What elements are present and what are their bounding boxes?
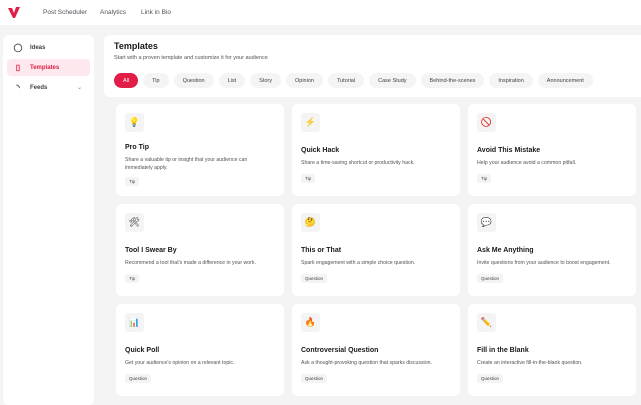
nav-link-in-bio[interactable]: Link in Bio [141,9,171,16]
template-icon: 🚫 [477,113,496,132]
template-tag: Question [477,274,504,283]
template-tag: Tip [477,174,492,183]
template-title: This or That [301,247,342,254]
sidebar-item-templates[interactable]: ▯ Templates [7,59,90,76]
page-subtitle: Start with a proven template and customi… [114,55,268,61]
template-icon: ✏️ [477,313,496,332]
template-tag: Tip [125,177,140,186]
sidebar-item-label: Feeds [30,84,48,91]
template-title: Ask Me Anything [477,247,534,254]
template-description: Get your audience's opinion on a relevan… [125,360,235,366]
template-icon: 📊 [125,313,144,332]
template-icon: 💡 [125,113,144,132]
template-description: Invite questions from your audience to b… [477,260,611,266]
logo-icon[interactable] [8,7,20,18]
template-icon: 🛠 [125,213,144,232]
template-description: Recommend a tool that's made a differenc… [125,260,256,266]
template-icon: 🔥 [301,313,320,332]
template-card[interactable]: 🛠 Tool I Swear By Recommend a tool that'… [116,204,284,296]
template-card[interactable]: ⚡ Quick Hack Share a time-saving shortcu… [292,104,460,196]
page-title: Templates [114,41,158,51]
template-tag: Question [301,374,328,383]
rss-icon: ◝ [16,83,20,92]
template-card[interactable]: 🚫 Avoid This Mistake Help your audience … [468,104,636,196]
filter-chip-list[interactable]: List [218,73,246,88]
templates-header: Templates Start with a proven template a… [104,35,641,97]
template-icon: 💬 [477,213,496,232]
template-tag: Question [477,374,504,383]
filter-chip-announcement[interactable]: Announcement [537,73,593,88]
filter-chips: All Tip Question List Story Opinion Tutorial Ca… [114,73,593,88]
template-description: Share a time-saving shortcut or producti… [301,160,415,166]
sidebar: ◯ Ideas ▯ Templates ◝ Feeds ⌄ [3,35,94,405]
template-tag: Tip [125,274,140,283]
filter-chip-case-study[interactable]: Case Study [369,73,416,88]
filter-chip-behind-the-scenes[interactable]: Behind-the-scenes [420,73,485,88]
sidebar-item-ideas[interactable]: ◯ Ideas [7,39,90,56]
template-description: Share a valuable tip or insight that you… [125,157,248,171]
template-description: Create an interactive fill-in-the-blank … [477,360,583,366]
template-description: Spark engagement with a simple choice qu… [301,260,416,266]
template-title: Quick Poll [125,347,160,354]
filter-chip-opinion[interactable]: Opinion [285,73,323,88]
template-icon: 🤔 [301,213,320,232]
filter-chip-question[interactable]: Question [173,73,214,88]
sidebar-item-label: Templates [30,64,60,71]
nav-analytics[interactable]: Analytics [100,9,127,16]
template-card[interactable]: 🔥 Controversial Question Ask a thought-p… [292,304,460,396]
template-description: Help your audience avoid a common pitfal… [477,160,577,166]
lightbulb-icon: ◯ [13,43,23,52]
sidebar-item-feeds[interactable]: ◝ Feeds ⌄ [7,79,90,96]
nav-post-scheduler[interactable]: Post Scheduler [43,9,88,16]
template-title: Fill in the Blank [477,347,529,354]
filter-chip-tutorial[interactable]: Tutorial [327,73,365,88]
template-description: Ask a thought-provoking question that sp… [301,360,432,366]
template-card[interactable]: ✏️ Fill in the Blank Create an interacti… [468,304,636,396]
filter-chip-tip[interactable]: Tip [143,73,169,88]
template-icon: ⚡ [301,113,320,132]
template-title: Pro Tip [125,144,149,151]
template-card[interactable]: 📊 Quick Poll Get your audience's opinion… [116,304,284,396]
filter-chip-inspiration[interactable]: Inspiration [489,73,533,88]
template-title: Quick Hack [301,147,340,154]
template-card[interactable]: 🤔 This or That Spark engagement with a s… [292,204,460,296]
document-icon: ▯ [15,63,21,72]
filter-chip-story[interactable]: Story [250,73,281,88]
sidebar-item-label: Ideas [30,44,46,51]
top-navbar: Post Scheduler Analytics Link in Bio [0,0,641,25]
template-tag: Question [301,274,328,283]
chevron-down-icon[interactable]: ⌄ [76,85,82,91]
template-card[interactable]: 💡 Pro Tip Share a valuable tip or insigh… [116,104,284,196]
template-title: Controversial Question [301,347,379,354]
template-title: Tool I Swear By [125,247,177,254]
filter-chip-all[interactable]: All [114,73,139,88]
template-card[interactable]: 💬 Ask Me Anything Invite questions from … [468,204,636,296]
template-tag: Question [125,374,152,383]
template-title: Avoid This Mistake [477,147,541,154]
template-tag: Tip [301,174,316,183]
